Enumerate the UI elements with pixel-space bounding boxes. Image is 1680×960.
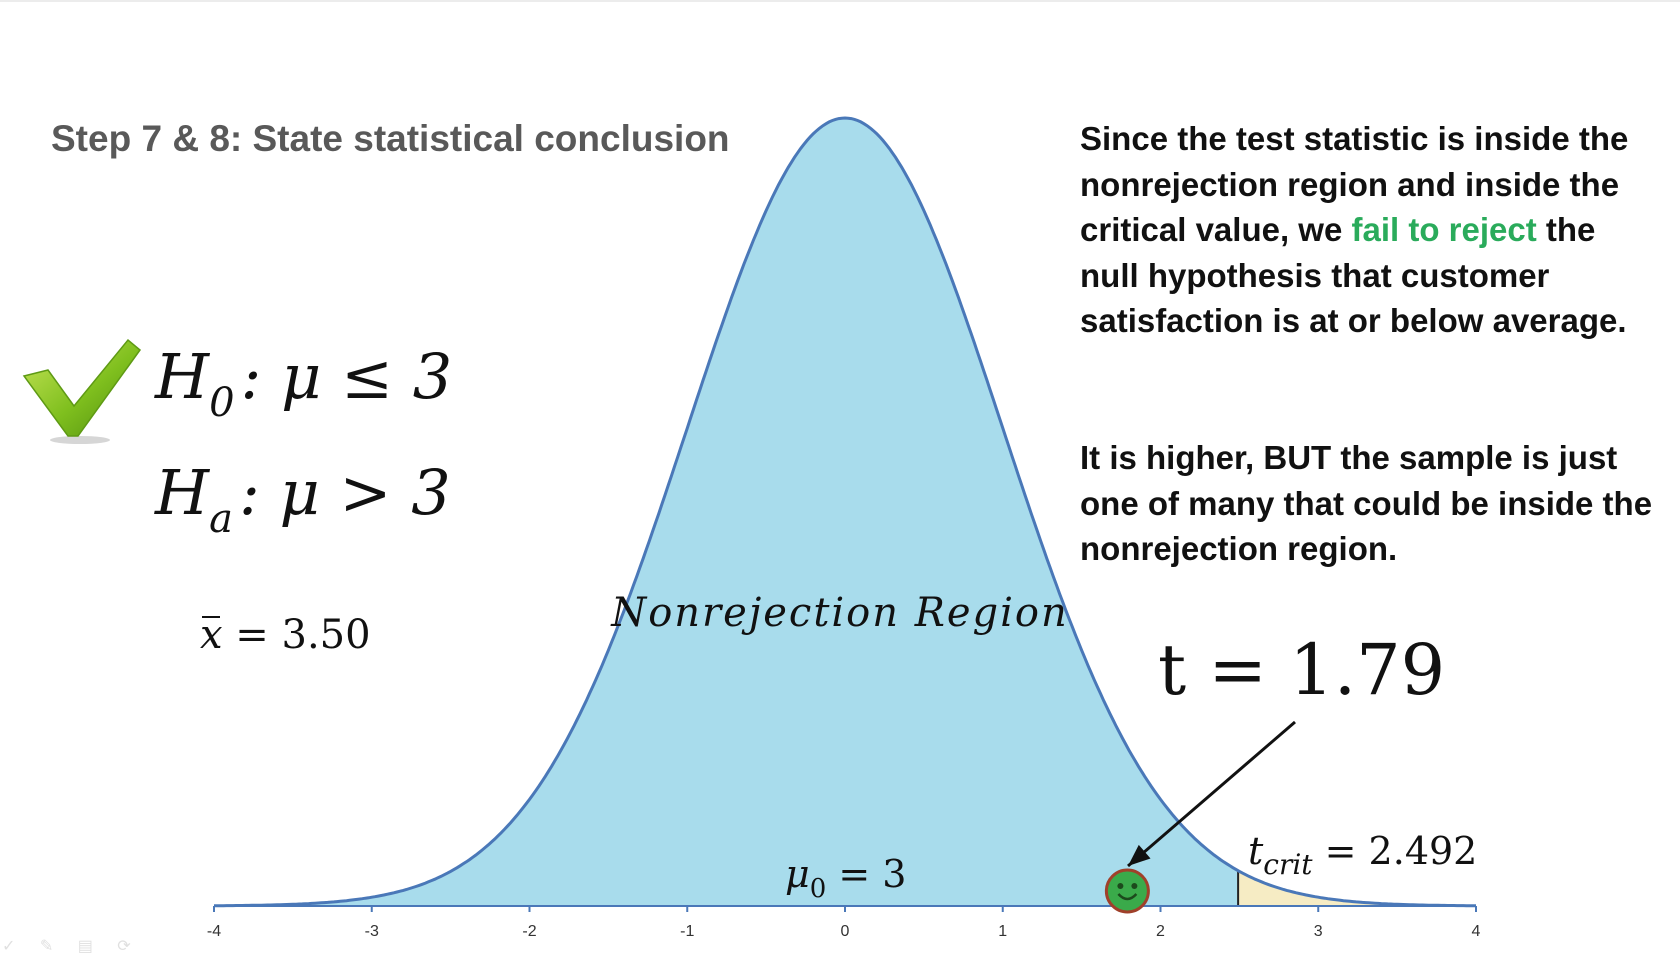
- nonrejection-area: [214, 118, 1239, 906]
- test-statistic-label: t = 1.79: [1158, 629, 1445, 711]
- smiley-right-eye: [1131, 883, 1138, 889]
- top-rule: [0, 0, 1680, 2]
- smiley-icon: [1104, 868, 1150, 914]
- checkmark-icon: [22, 338, 142, 444]
- smiley-left-eye: [1117, 883, 1124, 889]
- alternative-hypothesis: Ha: μ > 3: [155, 456, 451, 542]
- x-tick-label: -4: [207, 923, 221, 940]
- x-tick-label: 3: [1314, 923, 1323, 940]
- nonrejection-region-label: Nonrejection Region: [610, 590, 1069, 636]
- conclusion-paragraph: Since the test statistic is inside the n…: [1080, 120, 1629, 339]
- x-axis-ticks: -4 -3 -2 -1 0 1 2 3 4: [207, 906, 1481, 940]
- caveat-paragraph: It is higher, BUT the sample is just one…: [1080, 439, 1653, 567]
- rejection-area: [1238, 870, 1476, 906]
- test-statistic-arrow: [1127, 720, 1296, 868]
- null-hypothesis: H0: μ ≤ 3: [155, 340, 453, 426]
- x-tick-label: -2: [522, 923, 536, 940]
- x-tick-label: 0: [841, 923, 850, 940]
- x-tick-label: 1: [998, 923, 1007, 940]
- fail-to-reject-highlight: fail to reject: [1351, 211, 1537, 248]
- x-tick-label: -1: [680, 923, 694, 940]
- density-curve: [214, 116, 1476, 908]
- test-statistic-arrowhead: [1128, 844, 1151, 866]
- x-tick-label: 4: [1472, 923, 1481, 940]
- slide-title: Step 7 & 8: State statistical conclusion: [51, 118, 730, 159]
- critical-value-label: tcrit = 2.492: [1248, 829, 1477, 881]
- smiley-mouth: [1117, 893, 1138, 901]
- slide-nav-icons: ✓ ✎ ▤ ⟳: [2, 938, 141, 955]
- sample-mean: x = 3.50: [200, 612, 371, 658]
- x-tick-label: -3: [365, 923, 379, 940]
- smiley-face: [1104, 868, 1150, 914]
- null-mean-label: μ0 = 3: [785, 852, 906, 904]
- x-tick-label: 2: [1156, 923, 1165, 940]
